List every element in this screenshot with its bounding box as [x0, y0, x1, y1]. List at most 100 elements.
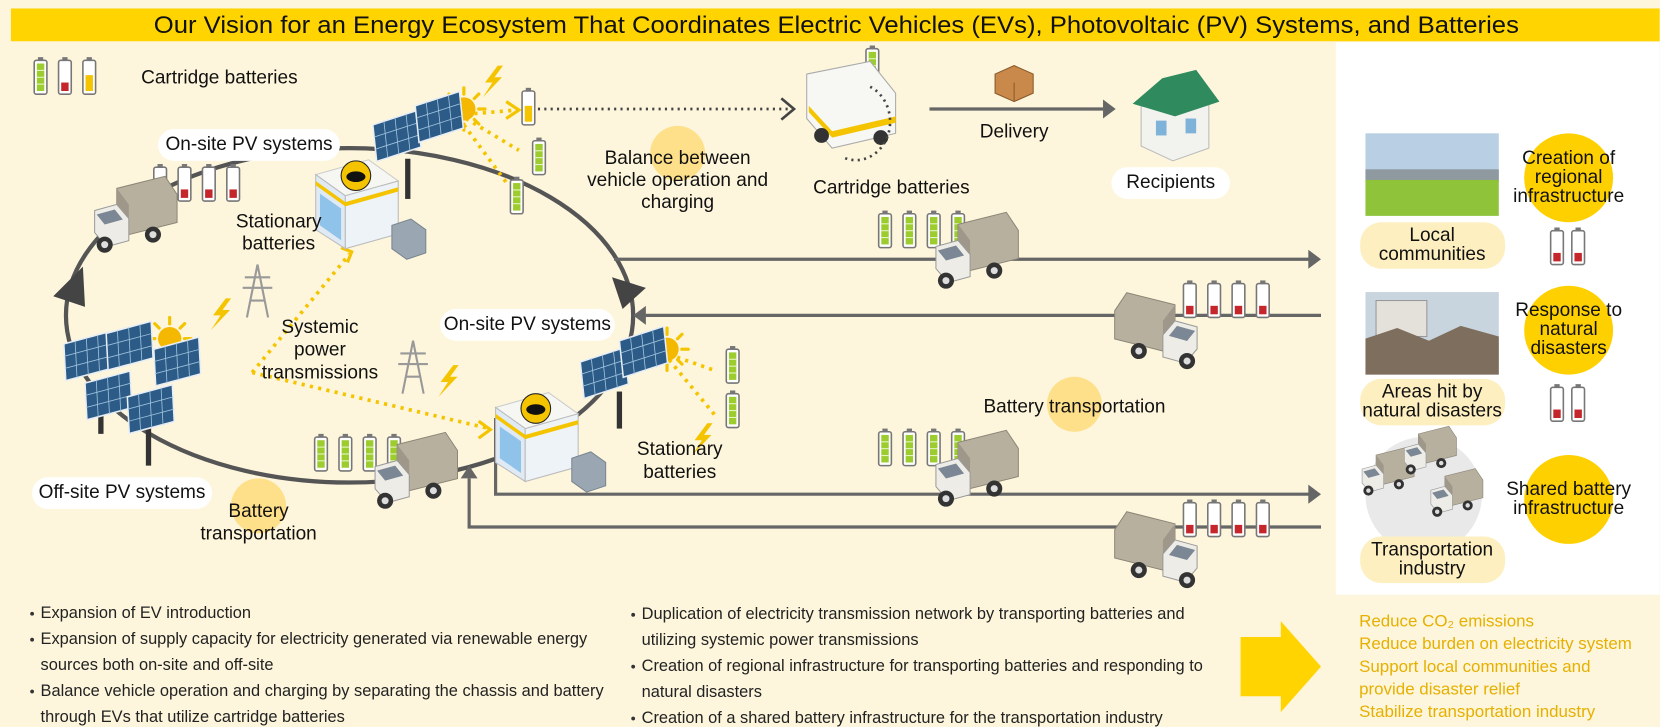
battery-charge [205, 189, 213, 198]
battery [521, 87, 536, 126]
label-pill [1360, 536, 1506, 584]
truck-hub [990, 485, 998, 493]
panel-grid [64, 343, 110, 357]
truck-window [1432, 489, 1449, 500]
benefit-label: Response to [1515, 300, 1622, 321]
title: Our Vision for an Energy Ecosystem That … [154, 12, 1519, 39]
battery-charge [180, 189, 189, 198]
solar-panel [105, 320, 154, 372]
label: batteries [242, 233, 315, 254]
battery-unit [571, 451, 607, 493]
highlight [231, 478, 287, 534]
battery-cap [906, 428, 913, 432]
battery-charge [1574, 252, 1582, 262]
truck-hub [1135, 347, 1143, 355]
battery-charge [1186, 524, 1194, 534]
outcome: Reduce burden on electricity system [1359, 634, 1632, 653]
photo-rubble [1365, 325, 1499, 375]
panel-grid [164, 346, 168, 384]
label-pill [32, 477, 212, 510]
panel-grid [107, 345, 153, 359]
solar-panel [126, 383, 176, 435]
battery [1571, 227, 1586, 266]
label: charging [641, 192, 714, 213]
bullet-dot [631, 664, 636, 669]
panel-grid [447, 94, 453, 132]
panel-grid [425, 102, 431, 139]
arrow-head [633, 305, 646, 325]
building-stripe [315, 180, 399, 207]
panel-grid [601, 354, 607, 392]
battery-unit [391, 218, 427, 260]
solar-panel [618, 325, 669, 379]
benefit-label: disasters [1531, 338, 1607, 359]
battery [877, 210, 893, 249]
battery-cap [157, 164, 163, 168]
battery-cap [931, 210, 937, 214]
battery [1206, 280, 1222, 319]
solar-panel [84, 370, 133, 421]
battery [926, 210, 941, 249]
pylon [398, 340, 428, 394]
battery [313, 433, 329, 472]
sun-ray [675, 332, 684, 341]
battery-cap [1260, 499, 1266, 503]
truck-hub [101, 241, 109, 249]
loop-arrow [53, 266, 86, 307]
truck-hub [1439, 460, 1444, 466]
battery [902, 210, 917, 249]
label-pill [440, 309, 615, 341]
panel-grid [621, 350, 667, 366]
chevron [780, 97, 797, 121]
battery-cap [1554, 384, 1560, 388]
house-roof [1132, 69, 1220, 117]
panel-grid [620, 338, 666, 354]
battery-charge [1234, 305, 1243, 315]
sun-ray [675, 358, 684, 366]
panel-grid [155, 361, 201, 375]
battery [509, 176, 524, 215]
truck [94, 175, 178, 253]
charge-loop [841, 85, 892, 162]
house-window [1155, 120, 1167, 136]
panel-grid [581, 359, 626, 375]
benefit-badge [1524, 285, 1614, 375]
van-wheel [873, 130, 889, 145]
solar-panel [63, 330, 112, 382]
label: transmissions [262, 363, 378, 384]
battery [1549, 384, 1565, 422]
battery-charge [1234, 524, 1243, 534]
bullet-dot [30, 689, 35, 694]
battery-cap [1554, 227, 1560, 231]
truck-hub [429, 487, 437, 495]
panel-grid [127, 396, 173, 410]
battery [531, 137, 547, 176]
building-stripe [495, 413, 579, 440]
panel-grid [128, 327, 131, 365]
battery-cap [1187, 280, 1193, 284]
battery-charge [1574, 409, 1582, 418]
panel-grid [85, 382, 131, 396]
arrow-head [1103, 99, 1116, 119]
bullet-text: Balance vehicle operation and charging b… [41, 682, 605, 700]
battery-cap [729, 390, 736, 394]
battery [1255, 280, 1270, 319]
panel-grid [175, 343, 179, 381]
truck-window [1168, 544, 1196, 561]
truck-window [96, 209, 123, 225]
power-flow [465, 116, 520, 152]
battery-cap [536, 137, 542, 141]
battery-cap [367, 433, 373, 438]
bullet-dot [30, 637, 35, 642]
battery [926, 428, 941, 467]
truck-hub [990, 267, 998, 275]
battery-cap [206, 164, 212, 168]
panel-grid [128, 408, 174, 422]
benefit-label: infrastructure [1513, 498, 1624, 519]
logo-cat [526, 404, 546, 415]
label: Stationary [637, 439, 723, 460]
battery-cap [62, 57, 68, 61]
label: Recipients [1126, 172, 1215, 193]
panel-grid [85, 337, 89, 375]
truck-hub [1183, 576, 1191, 584]
